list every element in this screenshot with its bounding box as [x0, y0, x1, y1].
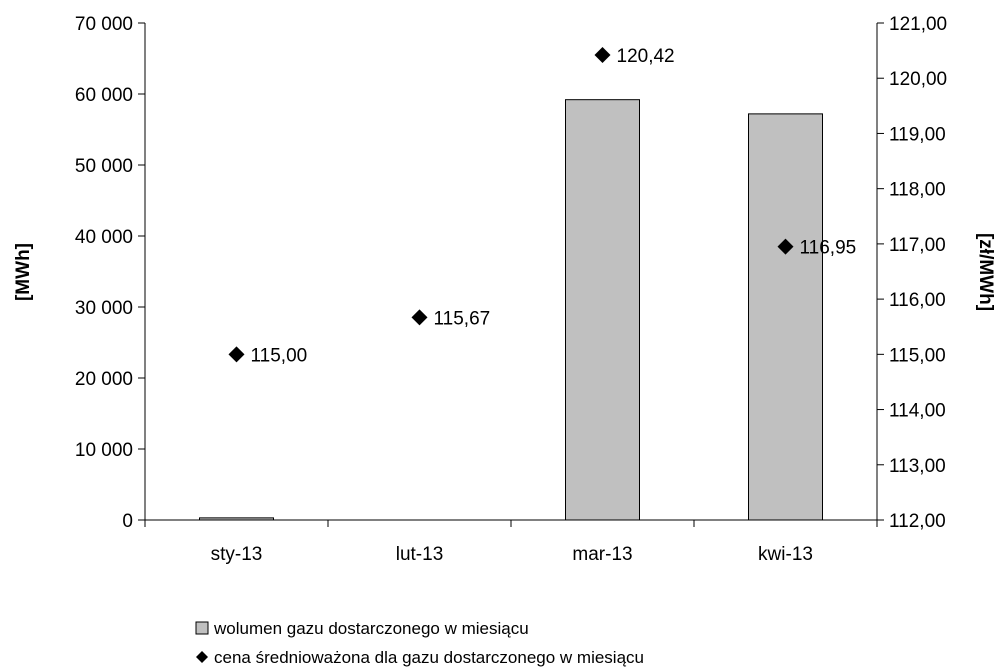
right-tick-label: 120,00	[889, 69, 947, 90]
legend-diamond-icon	[196, 651, 208, 663]
price-data-label: 115,67	[434, 308, 491, 329]
legend-bar-label: wolumen gazu dostarczonego w miesiącu	[213, 619, 529, 638]
legend-price-label: cena średnioważona dla gazu dostarczoneg…	[214, 648, 644, 667]
right-tick-label: 116,00	[889, 290, 946, 311]
bar	[748, 113, 823, 521]
right-tick-label: 117,00	[889, 235, 946, 256]
left-tick-label: 20 000	[75, 369, 133, 390]
left-tick-label: 60 000	[75, 85, 133, 106]
right-tick-label: 118,00	[889, 180, 946, 201]
x-axis: sty-13 lut-13 mar-13 kwi-13	[144, 519, 878, 565]
right-tick-label: 112,00	[889, 511, 946, 532]
right-tick-label: 114,00	[889, 401, 946, 422]
left-tick-label: 0	[122, 511, 133, 532]
price-point	[594, 47, 611, 64]
legend: wolumen gazu dostarczonego w miesiącu ce…	[195, 619, 644, 667]
right-tick-label: 115,00	[889, 345, 946, 366]
left-tick-label: 30 000	[75, 298, 133, 319]
price-data-label: 115,00	[251, 345, 308, 366]
price-point	[411, 309, 428, 326]
x-tick-label: lut-13	[396, 544, 444, 565]
price-point	[228, 346, 245, 363]
price-point	[777, 238, 794, 255]
bar	[565, 99, 640, 521]
price-data-label: 116,95	[800, 238, 857, 259]
right-axis-title: [zł/MWh]	[975, 233, 996, 311]
price-data-label: 120,42	[617, 46, 675, 67]
left-tick-label: 40 000	[75, 227, 133, 248]
left-axis-title: [MWh]	[13, 243, 34, 301]
x-tick-label: kwi-13	[758, 544, 813, 565]
left-tick-label: 50 000	[75, 156, 133, 177]
left-tick-label: 70 000	[75, 14, 133, 35]
x-tick-label: mar-13	[572, 544, 632, 565]
right-tick-label: 119,00	[889, 124, 946, 145]
left-axis: 0 10 000 20 000 30 000 40 000 50 000 60 000 70 …	[75, 14, 146, 532]
bar-series	[199, 99, 823, 521]
left-tick-label: 10 000	[75, 440, 133, 461]
price-series: 115,00 115,67 120,42 116,95	[228, 46, 857, 366]
x-tick-label: sty-13	[211, 544, 263, 565]
right-tick-label: 113,00	[889, 456, 946, 477]
bar	[199, 517, 274, 521]
right-axis: 112,00 113,00 114,00 115,00 116,00 117,00 118,…	[876, 14, 947, 532]
right-tick-label: 121,00	[889, 14, 947, 35]
legend-bar-swatch	[195, 621, 209, 635]
